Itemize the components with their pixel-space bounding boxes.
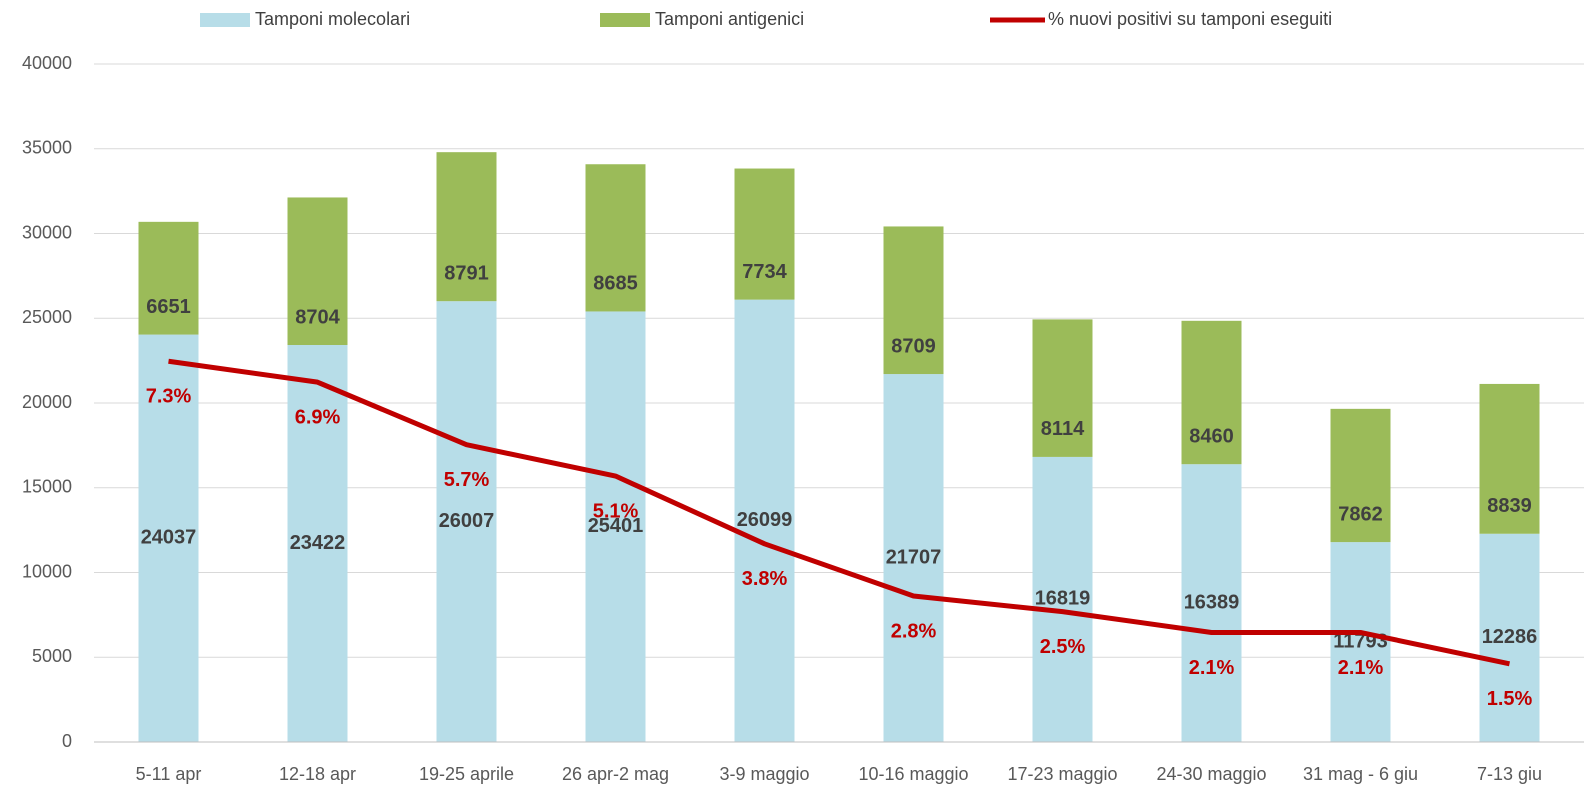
bar-segment [1330, 542, 1391, 742]
line [168, 358, 1511, 667]
legend-swatch [200, 13, 250, 27]
bar-segment [883, 374, 944, 742]
legend-swatch [600, 13, 650, 27]
bar-segment [138, 334, 199, 742]
bar-segment [1032, 319, 1093, 457]
x-tick-label: 31 mag - 6 giu [1303, 764, 1418, 784]
data-label: 2.1% [1189, 657, 1235, 679]
y-tick-label: 15000 [22, 477, 72, 497]
bar-segment [734, 168, 795, 300]
data-label: 7862 [1338, 503, 1383, 525]
data-label: 1.5% [1487, 688, 1533, 710]
y-tick-label: 25000 [22, 307, 72, 327]
y-tick-label: 10000 [22, 561, 72, 581]
data-label: 26007 [439, 510, 495, 532]
bar-segment [436, 301, 497, 742]
data-label: 2.8% [891, 620, 937, 642]
x-tick-label: 17-23 maggio [1007, 764, 1117, 784]
x-tick-label: 24-30 maggio [1156, 764, 1266, 784]
data-label: 25401 [588, 515, 644, 537]
y-tick-label: 0 [62, 731, 72, 751]
bar-segment [287, 197, 348, 345]
data-label: 2.1% [1338, 657, 1384, 679]
x-tick-label: 19-25 aprile [419, 764, 514, 784]
data-label: 24037 [141, 527, 197, 549]
bar-segment [1330, 408, 1391, 543]
y-tick-label: 40000 [22, 53, 72, 73]
data-label: 5.7% [444, 469, 490, 491]
bar-segment [1479, 383, 1540, 534]
data-label: 3.8% [742, 568, 788, 590]
x-tick-label: 5-11 apr [136, 764, 202, 784]
data-label: 16819 [1035, 588, 1091, 610]
data-label: 21707 [886, 546, 942, 568]
bar-segment [1479, 533, 1540, 742]
legend-label: Tamponi antigenici [655, 9, 804, 29]
data-label: 8709 [891, 335, 936, 357]
legend-label: % nuovi positivi su tamponi eseguiti [1048, 9, 1332, 29]
data-label: 8839 [1487, 495, 1532, 517]
data-label: 8114 [1041, 418, 1085, 440]
data-label: 8704 [295, 306, 340, 328]
x-tick-label: 12-18 apr [279, 764, 356, 784]
bar-segment [436, 152, 497, 302]
y-tick-label: 5000 [32, 646, 72, 666]
bar-segment [585, 164, 646, 312]
bar-segment [1032, 456, 1093, 742]
data-label: 5.1% [593, 500, 639, 522]
y-tick-label: 30000 [22, 222, 72, 242]
data-label: 8791 [444, 262, 489, 284]
data-label: 8685 [593, 273, 638, 295]
bar-segment [883, 226, 944, 375]
y-tick-label: 35000 [22, 138, 72, 158]
data-label: 7.3% [146, 386, 192, 408]
data-label: 23422 [290, 532, 346, 554]
data-label: 7734 [742, 261, 787, 283]
data-label: 2.5% [1040, 636, 1086, 658]
x-tick-label: 10-16 maggio [858, 764, 968, 784]
data-label: 6651 [146, 296, 191, 318]
data-label: 12286 [1482, 626, 1538, 648]
x-tick-label: 3-9 maggio [719, 764, 809, 784]
data-label: 6.9% [295, 406, 341, 428]
data-label: 8460 [1189, 425, 1234, 447]
data-label: 16389 [1184, 591, 1240, 613]
bar-segment [1181, 464, 1242, 742]
bar-segment [138, 221, 199, 335]
data-label: 26099 [737, 509, 793, 531]
bar-segment [585, 311, 646, 742]
bar-segment [1181, 320, 1242, 465]
bar-segment [287, 344, 348, 742]
x-tick-label: 7-13 giu [1477, 764, 1542, 784]
bar-segment [734, 299, 795, 742]
legend-label: Tamponi molecolari [255, 9, 410, 29]
y-tick-label: 20000 [22, 392, 72, 412]
x-tick-label: 26 apr-2 mag [562, 764, 669, 784]
